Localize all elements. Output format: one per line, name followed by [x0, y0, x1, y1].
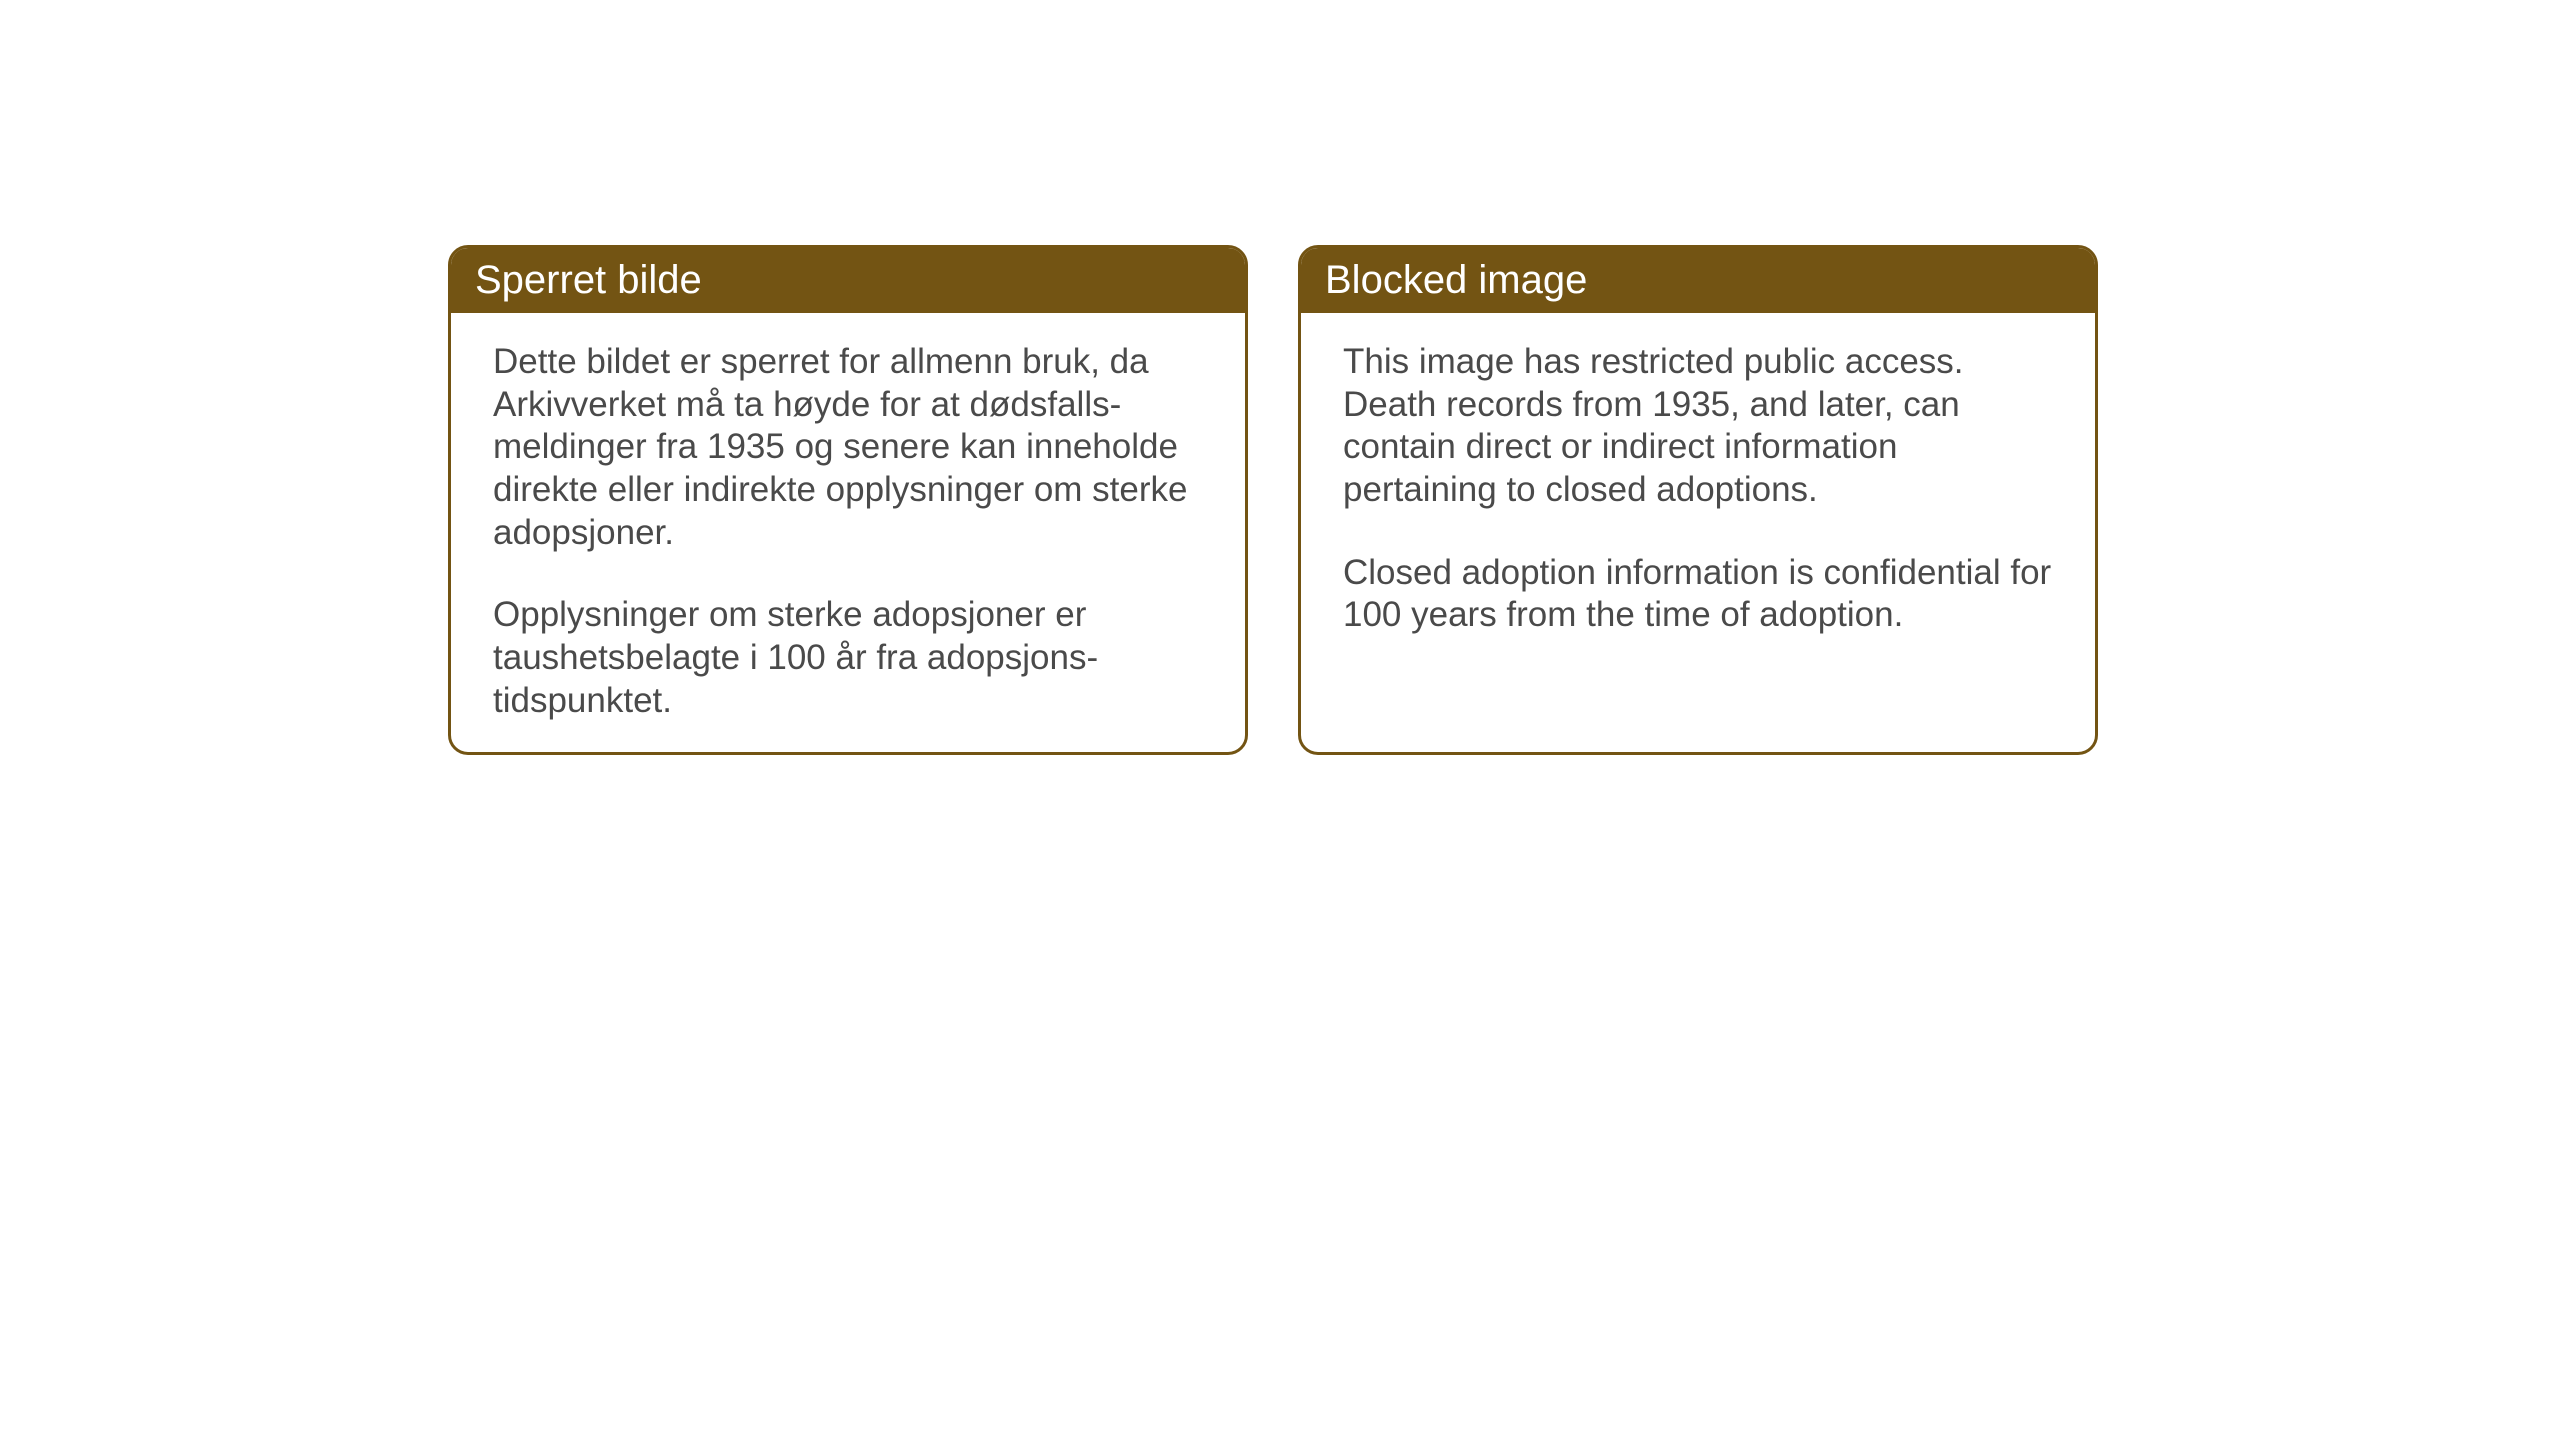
info-box-norwegian: Sperret bilde Dette bildet er sperret fo…: [448, 245, 1248, 755]
info-box-body-norwegian: Dette bildet er sperret for allmenn bruk…: [451, 313, 1245, 751]
info-box-paragraph: Opplysninger om sterke adopsjoner er tau…: [493, 594, 1203, 722]
info-boxes-container: Sperret bilde Dette bildet er sperret fo…: [0, 0, 2560, 755]
info-box-paragraph: Closed adoption information is confident…: [1343, 552, 2053, 637]
info-box-paragraph: This image has restricted public access.…: [1343, 341, 2053, 512]
info-box-header-norwegian: Sperret bilde: [451, 248, 1245, 313]
info-box-title: Sperret bilde: [475, 258, 702, 302]
info-box-body-english: This image has restricted public access.…: [1301, 313, 2095, 665]
info-box-title: Blocked image: [1325, 258, 1587, 302]
info-box-paragraph: Dette bildet er sperret for allmenn bruk…: [493, 341, 1203, 554]
info-box-header-english: Blocked image: [1301, 248, 2095, 313]
info-box-english: Blocked image This image has restricted …: [1298, 245, 2098, 755]
